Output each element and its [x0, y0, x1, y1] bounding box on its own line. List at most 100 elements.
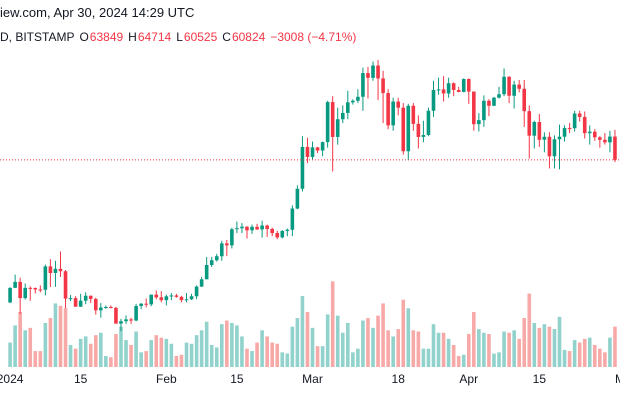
ohlc-high: H 64714	[128, 30, 171, 44]
candle-body	[18, 281, 22, 299]
volume-bar	[53, 303, 58, 367]
candle-body	[235, 228, 239, 230]
volume-bar	[310, 327, 315, 367]
volume-bar	[613, 326, 617, 367]
candle-body	[446, 83, 451, 94]
volume-bar	[507, 332, 511, 367]
candle-body	[386, 93, 390, 126]
volume-bar	[43, 322, 48, 367]
volume-bar	[154, 335, 159, 367]
candle-body	[421, 135, 426, 137]
ohlc-close: C 60824	[222, 30, 265, 44]
volume-bar	[204, 321, 209, 367]
candle-body	[356, 96, 360, 101]
candle-body	[28, 287, 33, 289]
candle-body	[527, 111, 532, 136]
volume-bar	[608, 337, 612, 367]
x-axis: 2024 15 Feb 15 Mar 18 Apr 15 M	[0, 372, 620, 386]
candle-body	[134, 306, 138, 321]
volume-bar	[426, 348, 431, 367]
candle-body	[577, 113, 582, 117]
candle-body	[592, 131, 597, 138]
candle-body	[260, 225, 264, 230]
volume-bar	[219, 324, 224, 367]
candle-body	[366, 73, 370, 78]
volume-bar	[194, 335, 199, 367]
candle-body	[99, 307, 103, 311]
candle-body	[290, 208, 295, 230]
volume-bar	[73, 348, 78, 367]
volume-bar	[356, 348, 360, 367]
volume-bar	[592, 344, 597, 367]
volume-bar	[381, 303, 385, 367]
volume-bar	[230, 322, 234, 367]
volume-bar	[33, 351, 38, 367]
volume-bar	[416, 331, 421, 367]
volume-bar	[184, 342, 189, 367]
ohlc-low: L 60525	[176, 30, 217, 44]
candle-body	[114, 307, 118, 324]
x-tick-label: 15	[74, 372, 88, 386]
volume-bar	[451, 344, 456, 367]
ohlc-label: L	[176, 30, 183, 44]
volume-bar	[295, 318, 300, 367]
candle-body	[129, 319, 133, 321]
candle-body	[456, 90, 461, 92]
candle-body	[441, 89, 446, 94]
candle-body	[325, 102, 330, 143]
volume-bar	[38, 351, 43, 367]
candle-body	[53, 268, 58, 273]
candle-body	[517, 84, 521, 89]
candle-body	[492, 97, 496, 106]
volume-bar	[366, 318, 370, 367]
candle-body	[315, 147, 320, 151]
volume-bar	[109, 357, 113, 367]
volume-bar	[245, 348, 249, 367]
candle-body	[482, 100, 486, 121]
volume-bar	[431, 324, 436, 367]
candle-body	[608, 136, 612, 143]
candle-body	[174, 295, 179, 297]
volume-bar	[99, 332, 103, 367]
volume-bar	[305, 311, 310, 367]
candle-body	[537, 122, 542, 140]
candle-body	[245, 226, 249, 231]
volume-bar	[502, 331, 506, 367]
candle-body	[240, 226, 244, 229]
ohlc-label: H	[128, 30, 137, 44]
candle-body	[48, 266, 53, 273]
volume-bar	[587, 337, 592, 367]
volume-bar	[361, 320, 365, 367]
volume-bar	[199, 330, 204, 367]
candle-body	[547, 136, 552, 157]
candle-body	[73, 298, 78, 307]
candle-body	[43, 266, 48, 290]
candle-body	[13, 281, 17, 288]
candle-body	[461, 79, 466, 92]
volume-bar	[527, 293, 532, 367]
volume-bar	[572, 340, 577, 367]
candle-body	[497, 94, 501, 98]
volume-bar	[225, 320, 229, 367]
volume-bar	[552, 329, 557, 367]
candle-body	[209, 260, 214, 265]
volume-bar	[532, 322, 537, 367]
volume-bar	[270, 342, 274, 367]
volume-bar	[340, 332, 345, 367]
ohlc-value: 63849	[89, 30, 124, 44]
x-tick-label: 18	[392, 372, 406, 386]
volume-bar	[179, 354, 184, 367]
volume-bar	[8, 342, 12, 367]
volume-bar	[104, 355, 108, 367]
volume-bar	[129, 344, 133, 367]
volume-bar	[119, 326, 123, 367]
candle-body	[219, 243, 224, 257]
candle-body	[124, 319, 128, 322]
ohlc-label: C	[222, 30, 231, 44]
candle-body	[199, 279, 204, 287]
volume-bar	[285, 353, 290, 367]
volume-bar	[13, 325, 17, 367]
candle-body	[406, 105, 411, 152]
candle-body	[330, 102, 335, 137]
